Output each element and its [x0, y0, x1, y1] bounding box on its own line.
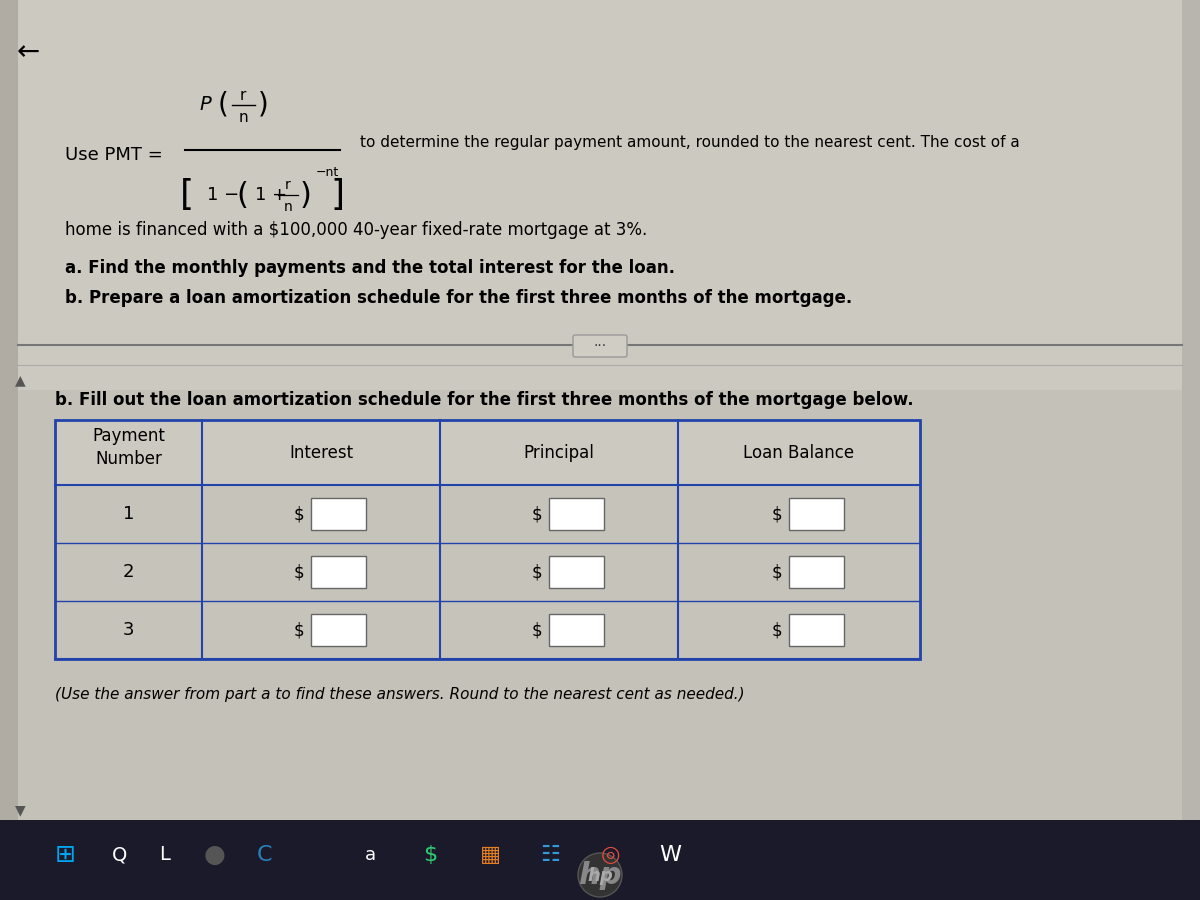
Bar — [1182, 0, 1200, 820]
Text: $: $ — [294, 505, 305, 523]
Text: P: P — [199, 95, 211, 114]
Text: 2: 2 — [122, 563, 134, 581]
Text: $: $ — [772, 505, 782, 523]
Text: 1 −: 1 − — [208, 186, 239, 204]
Text: W: W — [659, 845, 682, 865]
Bar — [788, 556, 844, 588]
Circle shape — [578, 853, 622, 897]
Bar — [0, 0, 18, 820]
Bar — [788, 614, 844, 646]
Text: hp: hp — [587, 867, 613, 885]
Bar — [55, 420, 920, 659]
Text: $: $ — [532, 505, 542, 523]
Text: Principal: Principal — [523, 444, 594, 462]
Text: Use PMT =: Use PMT = — [65, 146, 163, 164]
Bar — [18, 390, 1182, 820]
Bar — [0, 820, 1200, 900]
Text: ···: ··· — [594, 339, 606, 353]
Bar — [548, 498, 604, 530]
Text: r: r — [286, 178, 290, 192]
Text: $: $ — [772, 563, 782, 581]
Text: r: r — [240, 87, 246, 103]
Bar — [548, 614, 604, 646]
Text: Payment
Number: Payment Number — [92, 428, 164, 468]
Bar — [55, 543, 920, 601]
Text: 1 +: 1 + — [256, 186, 287, 204]
Text: $: $ — [772, 621, 782, 639]
Text: ←: ← — [17, 38, 40, 66]
Text: (: ( — [236, 181, 248, 210]
Text: $: $ — [422, 845, 437, 865]
Text: ): ) — [299, 181, 311, 210]
Bar — [788, 498, 844, 530]
Bar — [548, 556, 604, 588]
Text: b. Prepare a loan amortization schedule for the first three months of the mortga: b. Prepare a loan amortization schedule … — [65, 289, 852, 307]
Text: ◎: ◎ — [600, 845, 619, 865]
Bar — [55, 601, 920, 659]
Text: 3: 3 — [122, 621, 134, 639]
Text: ▲: ▲ — [14, 373, 25, 387]
Text: [: [ — [180, 178, 194, 212]
Text: to determine the regular payment amount, rounded to the nearest cent. The cost o: to determine the regular payment amount,… — [360, 134, 1020, 149]
Text: $: $ — [294, 563, 305, 581]
Bar — [55, 420, 920, 485]
Text: ]: ] — [330, 178, 344, 212]
Text: n: n — [283, 200, 293, 214]
Bar — [311, 556, 366, 588]
Text: a. Find the monthly payments and the total interest for the loan.: a. Find the monthly payments and the tot… — [65, 259, 674, 277]
Text: ⊞: ⊞ — [54, 843, 76, 867]
Text: a: a — [365, 846, 376, 864]
Text: Interest: Interest — [289, 444, 353, 462]
Text: ●: ● — [204, 843, 226, 867]
Text: (: ( — [217, 91, 228, 119]
Bar — [18, 0, 1182, 390]
Text: Loan Balance: Loan Balance — [743, 444, 854, 462]
Text: $: $ — [532, 621, 542, 639]
Text: 1: 1 — [122, 505, 134, 523]
Bar — [311, 614, 366, 646]
FancyBboxPatch shape — [574, 335, 628, 357]
Text: hp: hp — [578, 860, 622, 889]
Text: −nt: −nt — [316, 166, 340, 179]
Text: ▦: ▦ — [480, 845, 500, 865]
Text: ▼: ▼ — [14, 803, 25, 817]
Text: Q: Q — [113, 845, 127, 865]
Text: home is financed with a $100,000 40-year fixed-rate mortgage at 3%.: home is financed with a $100,000 40-year… — [65, 221, 647, 239]
Text: C: C — [257, 845, 272, 865]
Text: $: $ — [294, 621, 305, 639]
Text: ): ) — [258, 91, 269, 119]
Text: (Use the answer from part a to find these answers. Round to the nearest cent as : (Use the answer from part a to find thes… — [55, 687, 745, 702]
Text: L: L — [160, 845, 170, 865]
Text: b. Fill out the loan amortization schedule for the first three months of the mor: b. Fill out the loan amortization schedu… — [55, 391, 913, 409]
Text: $: $ — [532, 563, 542, 581]
Text: n: n — [238, 110, 248, 124]
Bar — [55, 485, 920, 543]
Text: ☷: ☷ — [540, 845, 560, 865]
Bar — [311, 498, 366, 530]
